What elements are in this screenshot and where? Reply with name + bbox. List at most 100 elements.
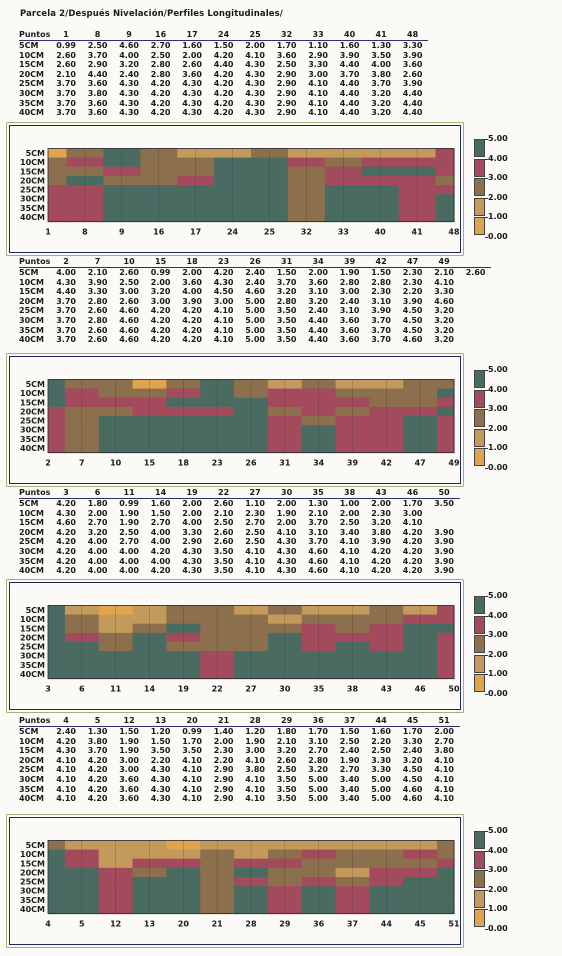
table-cell: 5.00 — [308, 794, 328, 804]
table-cell: 5.00 — [371, 774, 391, 784]
table-row: 40CM 3.70 2.60 4.60 4.20 4.20 4.10 5.00 3.50 4.40… — [19, 335, 491, 345]
table-cell: 3.50 — [276, 794, 297, 804]
table-cell: 4.10 — [339, 537, 360, 547]
table-cell: 4.60 — [308, 566, 328, 576]
legend-label: 3.00 — [488, 173, 508, 183]
table-cell: 1.20 — [150, 727, 171, 736]
x-tick-label: 25 — [264, 228, 276, 237]
heatmap-cell — [64, 660, 100, 671]
table-cell: 4.10 — [182, 755, 202, 765]
table-cell: 0.99 — [119, 499, 139, 508]
heatmap-cell — [369, 379, 404, 390]
heatmap-cell — [267, 858, 303, 869]
table-row: 5CM 0.99 2.50 4.60 2.70 1.60 1.50 2.00 1.70 1.10 1… — [19, 41, 428, 51]
y-tick-label: 10CM — [20, 389, 45, 398]
table-cell: 1.10 — [308, 41, 328, 50]
legend-label: 0.00 — [488, 924, 508, 933]
legend-swatch — [474, 389, 485, 408]
legend-tick — [485, 674, 488, 676]
table-cell: 4.00 — [56, 268, 76, 277]
table-cell: 3.90 — [402, 79, 423, 89]
heatmap-cell — [234, 904, 269, 915]
heatmap-cell — [437, 632, 455, 643]
table-cell: 4.00 — [371, 60, 391, 70]
heatmap-cell — [200, 425, 235, 435]
heatmap-cell — [166, 858, 201, 869]
table-cell: 1.50 — [339, 727, 360, 736]
table-cell: 4.40 — [308, 335, 328, 345]
table-cell: 4.30 — [182, 98, 202, 108]
heatmap-cell — [103, 166, 141, 177]
table-cell: 4.20 — [56, 566, 76, 576]
table-cell: 3.20 — [402, 755, 423, 765]
table-cell: 2.50 — [150, 50, 171, 60]
table-cell: 3.20 — [371, 108, 391, 118]
heatmap-cell — [166, 840, 201, 851]
heatmap-cell — [48, 379, 66, 390]
heatmap-cell — [234, 849, 269, 860]
heatmap-cell — [64, 895, 100, 906]
heatmap-cell — [103, 203, 141, 214]
heatmap-cell — [437, 895, 455, 906]
heatmap-cell — [398, 157, 437, 168]
heatmap-cell — [403, 632, 438, 643]
table-cell: 2.90 — [213, 765, 234, 775]
heatmap-cell — [66, 166, 104, 177]
table-cell: 4.10 — [245, 784, 265, 794]
table-cell: 3.90 — [371, 306, 391, 316]
page-title: Parcela 2/Después Nivelación/Perfiles Lo… — [20, 9, 283, 19]
heatmap-cell — [234, 623, 269, 634]
table-cell: 4.00 — [150, 537, 171, 547]
point-header: 38 — [333, 488, 366, 499]
heatmap-cell — [335, 605, 371, 616]
legend-tick — [485, 909, 488, 911]
point-header: 37 — [333, 716, 366, 727]
heatmap-cell — [267, 877, 303, 887]
heatmap-cell — [200, 660, 235, 671]
heatmap-cell — [200, 416, 235, 426]
x-tick-label: 3 — [45, 685, 51, 694]
table-cell: 3.70 — [87, 746, 108, 756]
table-cell: 4.30 — [213, 277, 234, 287]
heatmap-cell — [177, 166, 215, 177]
heatmap-cell — [403, 605, 438, 616]
table-cell: 4.30 — [182, 566, 202, 576]
heatmap-cell — [287, 194, 326, 204]
legend-tick — [485, 428, 488, 430]
table-row: 35CM 3.70 3.60 4.30 4.20 4.30 4.20 4.30 2.90 4.10… — [19, 99, 428, 109]
table-cell: 3.90 — [434, 546, 454, 556]
table-cell: 3.70 — [56, 306, 76, 316]
heatmap-cell — [234, 434, 269, 445]
heatmap-cell — [200, 858, 235, 869]
table-cell: 4.10 — [245, 794, 265, 804]
point-header: 28 — [239, 716, 271, 727]
y-tick-label: 5CM — [26, 149, 45, 158]
table-cell: 3.00 — [245, 746, 265, 756]
table-cell: 1.70 — [308, 727, 328, 736]
table-cell: 1.90 — [245, 736, 265, 746]
heatmap-cell — [140, 175, 178, 186]
table-cell — [460, 287, 492, 297]
table-cell: 4.10 — [245, 50, 265, 60]
heatmap-cell — [335, 406, 371, 417]
heatmap-cell — [398, 203, 437, 214]
heatmap-cell — [166, 416, 201, 426]
table-cell: 4.20 — [213, 268, 234, 277]
table-cell: 4.60 — [119, 315, 139, 325]
heatmap-cell — [132, 849, 168, 860]
table-cell: 2.70 — [339, 765, 360, 775]
legend-label: 1.00 — [488, 904, 508, 914]
table-cell: 4.00 — [119, 566, 139, 576]
heatmap-cell — [177, 212, 215, 223]
heatmap-cell — [234, 605, 269, 616]
heatmap-cell — [267, 388, 303, 399]
heatmap-cell — [403, 425, 438, 435]
table-cell: 3.20 — [434, 325, 454, 335]
legend-tick — [485, 158, 488, 160]
table-cell: 3.80 — [87, 88, 108, 98]
legend-label: 4.00 — [488, 610, 508, 620]
table-row: 10CM 4.30 3.90 2.50 2.00 3.60 4.30 2.40 3.70 3.60… — [19, 278, 491, 288]
